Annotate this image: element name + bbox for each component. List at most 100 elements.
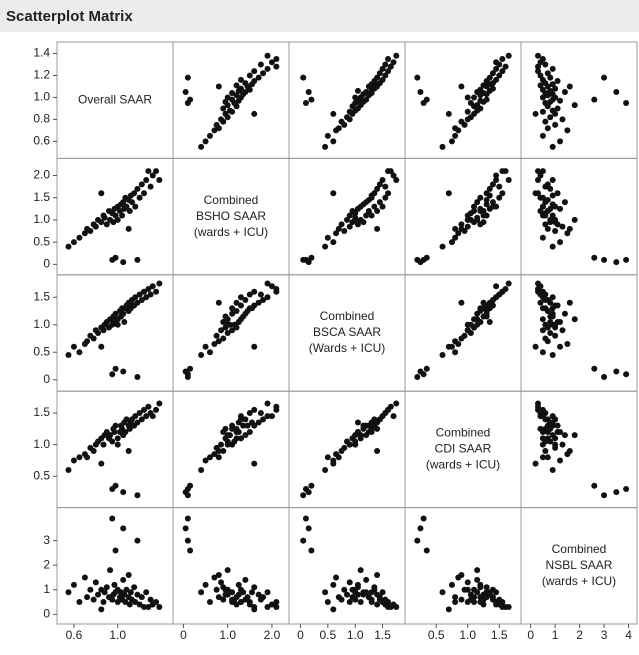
point bbox=[557, 205, 564, 212]
point bbox=[235, 591, 242, 598]
point bbox=[423, 547, 430, 554]
point bbox=[222, 110, 229, 117]
point bbox=[376, 199, 383, 206]
point bbox=[559, 116, 566, 123]
variable-label: Overall SAAR bbox=[78, 92, 152, 106]
point bbox=[249, 589, 256, 596]
point bbox=[98, 219, 105, 226]
point bbox=[84, 338, 91, 345]
point bbox=[338, 118, 345, 125]
point bbox=[542, 99, 549, 106]
chart-title: Scatterplot Matrix bbox=[6, 8, 133, 25]
x-tick-label: 2.0 bbox=[264, 628, 281, 642]
point bbox=[571, 316, 578, 323]
point bbox=[101, 214, 108, 221]
point bbox=[489, 181, 496, 188]
point bbox=[382, 183, 389, 190]
point bbox=[549, 176, 556, 183]
point bbox=[233, 308, 240, 315]
point bbox=[330, 110, 337, 117]
point bbox=[505, 603, 512, 610]
point bbox=[601, 74, 608, 81]
point bbox=[70, 239, 77, 246]
point bbox=[260, 416, 267, 423]
point bbox=[218, 327, 225, 334]
point bbox=[134, 256, 141, 263]
point bbox=[65, 589, 72, 596]
point bbox=[98, 606, 105, 613]
point bbox=[549, 212, 556, 219]
point bbox=[557, 239, 564, 246]
point bbox=[505, 280, 512, 287]
variable-label: BSHO SAAR bbox=[196, 209, 266, 223]
point bbox=[566, 83, 573, 90]
y-tick-label: 0 bbox=[43, 372, 50, 386]
point bbox=[564, 230, 571, 237]
point bbox=[493, 283, 500, 290]
point bbox=[493, 601, 500, 608]
point bbox=[300, 256, 307, 263]
y-tick-label: 1.4 bbox=[33, 46, 50, 60]
point bbox=[264, 294, 271, 301]
point bbox=[235, 581, 242, 588]
point bbox=[623, 256, 630, 263]
point bbox=[554, 221, 561, 228]
point bbox=[379, 589, 386, 596]
point bbox=[552, 85, 559, 92]
point bbox=[474, 576, 481, 583]
point bbox=[220, 584, 227, 591]
point bbox=[601, 256, 608, 263]
point bbox=[147, 183, 154, 190]
point bbox=[547, 330, 554, 336]
point bbox=[114, 216, 121, 223]
point bbox=[237, 435, 244, 442]
point bbox=[229, 425, 236, 432]
point bbox=[95, 591, 102, 598]
point bbox=[305, 525, 312, 532]
title-bar bbox=[0, 0, 639, 32]
point bbox=[417, 88, 424, 95]
point bbox=[544, 225, 551, 232]
point bbox=[376, 70, 383, 77]
point bbox=[215, 447, 222, 454]
point bbox=[112, 365, 119, 372]
point bbox=[126, 425, 133, 432]
point bbox=[496, 194, 503, 201]
point bbox=[273, 603, 280, 610]
point bbox=[613, 489, 620, 496]
x-tick-label: 4 bbox=[625, 628, 632, 642]
variable-label: (wards + ICU) bbox=[194, 225, 268, 239]
point bbox=[542, 183, 549, 190]
point bbox=[393, 603, 400, 610]
point bbox=[125, 299, 132, 306]
point bbox=[547, 114, 554, 121]
point bbox=[260, 70, 267, 77]
point bbox=[539, 316, 546, 323]
y-tick-label: 2 bbox=[43, 557, 50, 571]
point bbox=[360, 422, 367, 429]
point bbox=[539, 349, 546, 356]
point bbox=[244, 422, 251, 429]
point bbox=[496, 183, 503, 190]
point bbox=[532, 190, 539, 197]
point bbox=[100, 599, 107, 606]
point bbox=[81, 574, 88, 581]
point bbox=[390, 172, 397, 179]
point bbox=[141, 603, 148, 610]
point bbox=[76, 599, 83, 606]
point bbox=[417, 525, 424, 532]
point bbox=[354, 581, 361, 588]
point bbox=[211, 340, 218, 347]
point bbox=[109, 371, 116, 378]
point bbox=[134, 492, 141, 499]
point bbox=[218, 441, 225, 448]
point bbox=[483, 96, 490, 103]
point bbox=[229, 310, 236, 317]
point bbox=[471, 316, 478, 323]
point bbox=[471, 203, 478, 210]
point bbox=[119, 212, 126, 219]
point bbox=[184, 515, 191, 522]
x-tick-label: 0.5 bbox=[428, 628, 445, 642]
point bbox=[338, 447, 345, 454]
point bbox=[385, 68, 392, 75]
